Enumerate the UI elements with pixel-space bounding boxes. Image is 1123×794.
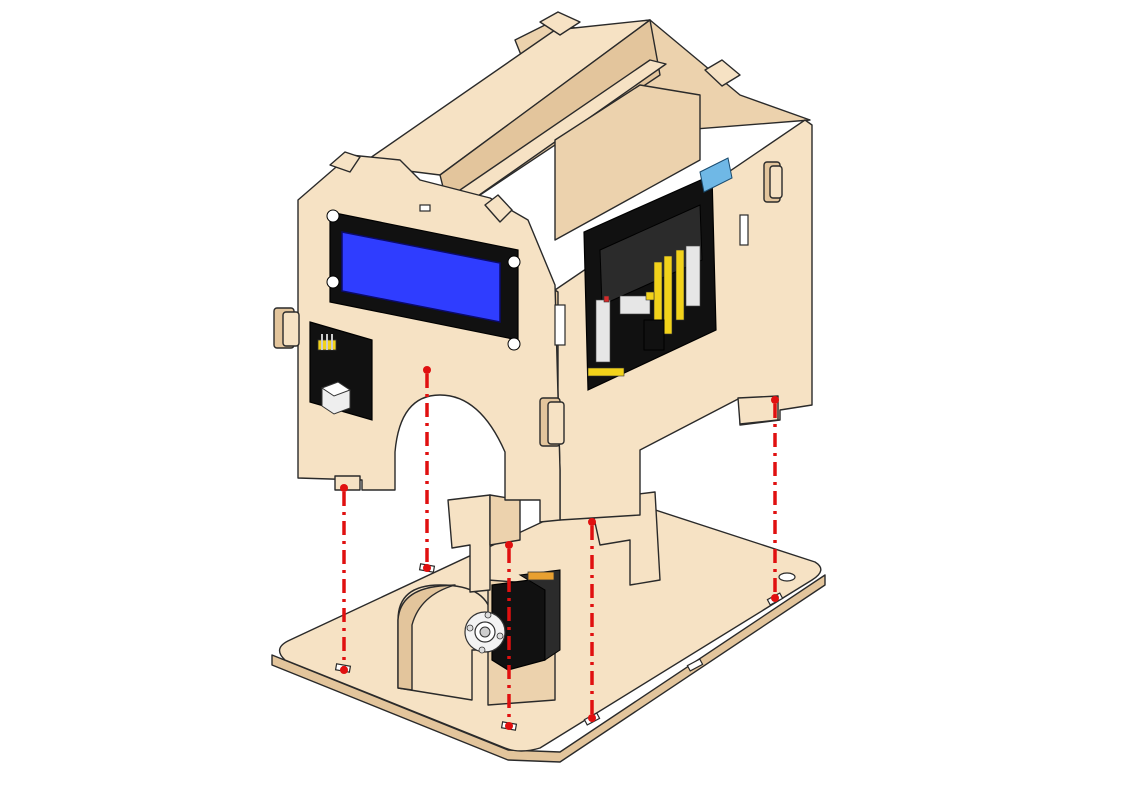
guide-line-arch (423, 366, 431, 572)
servo-motor-icon (464, 569, 561, 671)
controller-board-icon (583, 157, 733, 391)
guide-line-foot (588, 518, 596, 722)
guide-line-servo (505, 541, 513, 730)
guide-line-right (771, 396, 779, 602)
header-pins (587, 245, 701, 377)
button-module-icon (309, 321, 373, 421)
guide-line-left (340, 484, 348, 674)
assembly-guides (340, 366, 779, 730)
lcd-display-icon (326, 209, 521, 351)
